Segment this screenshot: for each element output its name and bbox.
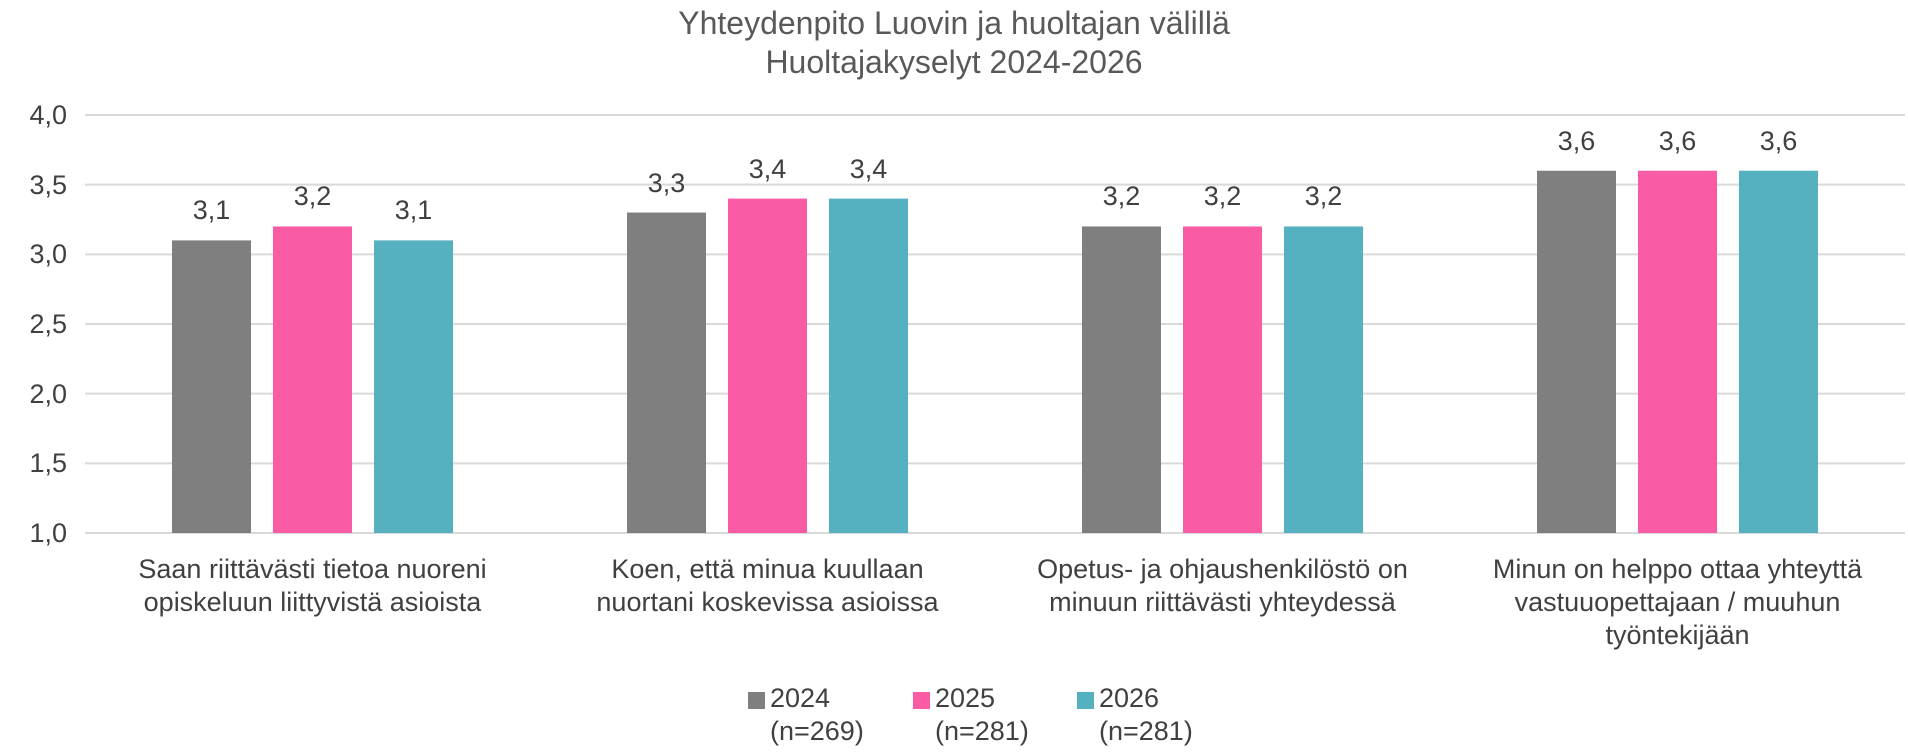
bar	[374, 240, 453, 533]
legend-label: 2026 (n=281)	[1099, 683, 1193, 746]
x-tick-label: Opetus- ja ohjaushenkilöstö on minuun ri…	[1037, 554, 1408, 617]
data-label: 3,2	[1102, 181, 1141, 212]
data-label: 3,4	[849, 153, 888, 184]
bar	[1537, 170, 1616, 533]
bar	[1183, 226, 1262, 533]
y-tick-label: 2,5	[29, 309, 67, 339]
bar	[627, 212, 706, 534]
data-label: 3,2	[1203, 181, 1242, 212]
y-tick-label: 2,0	[29, 378, 67, 409]
bar	[829, 198, 908, 533]
legend-swatch	[1077, 692, 1094, 709]
legend-swatch	[913, 692, 930, 709]
x-tick-label: Minun on helppo ottaa yhteyttä vastuuope…	[1492, 554, 1863, 650]
data-label: 3,6	[1759, 125, 1798, 156]
bar	[1739, 170, 1818, 533]
data-label: 3,2	[293, 181, 332, 212]
data-label: 3,3	[647, 167, 686, 198]
data-label: 3,1	[394, 195, 433, 226]
bar	[1082, 226, 1161, 533]
bar	[728, 198, 807, 533]
y-tick-label: 1,0	[29, 518, 67, 548]
x-tick-label: Saan riittävästi tietoa nuoreni opiskelu…	[138, 554, 487, 617]
legend-label: 2025 (n=281)	[935, 683, 1029, 746]
x-tick-label: Koen, että minua kuullaan nuortani koske…	[596, 554, 939, 617]
y-tick-label: 4,0	[29, 100, 67, 130]
y-tick-label: 3,0	[29, 239, 67, 270]
bar	[273, 226, 352, 533]
legend-swatch	[748, 692, 765, 709]
bar	[1638, 170, 1717, 533]
data-label: 3,2	[1304, 181, 1343, 212]
bar	[172, 240, 251, 533]
bar	[1284, 226, 1363, 533]
chart-title: Yhteydenpito Luovin ja huoltajan välillä…	[678, 5, 1230, 81]
legend-label: 2024 (n=269)	[770, 683, 864, 746]
data-label: 3,6	[1658, 125, 1697, 156]
y-tick-label: 1,5	[29, 448, 67, 479]
data-label: 3,4	[748, 153, 787, 184]
data-label: 3,1	[192, 195, 231, 226]
y-tick-label: 3,5	[29, 169, 67, 200]
data-label: 3,6	[1557, 125, 1596, 156]
